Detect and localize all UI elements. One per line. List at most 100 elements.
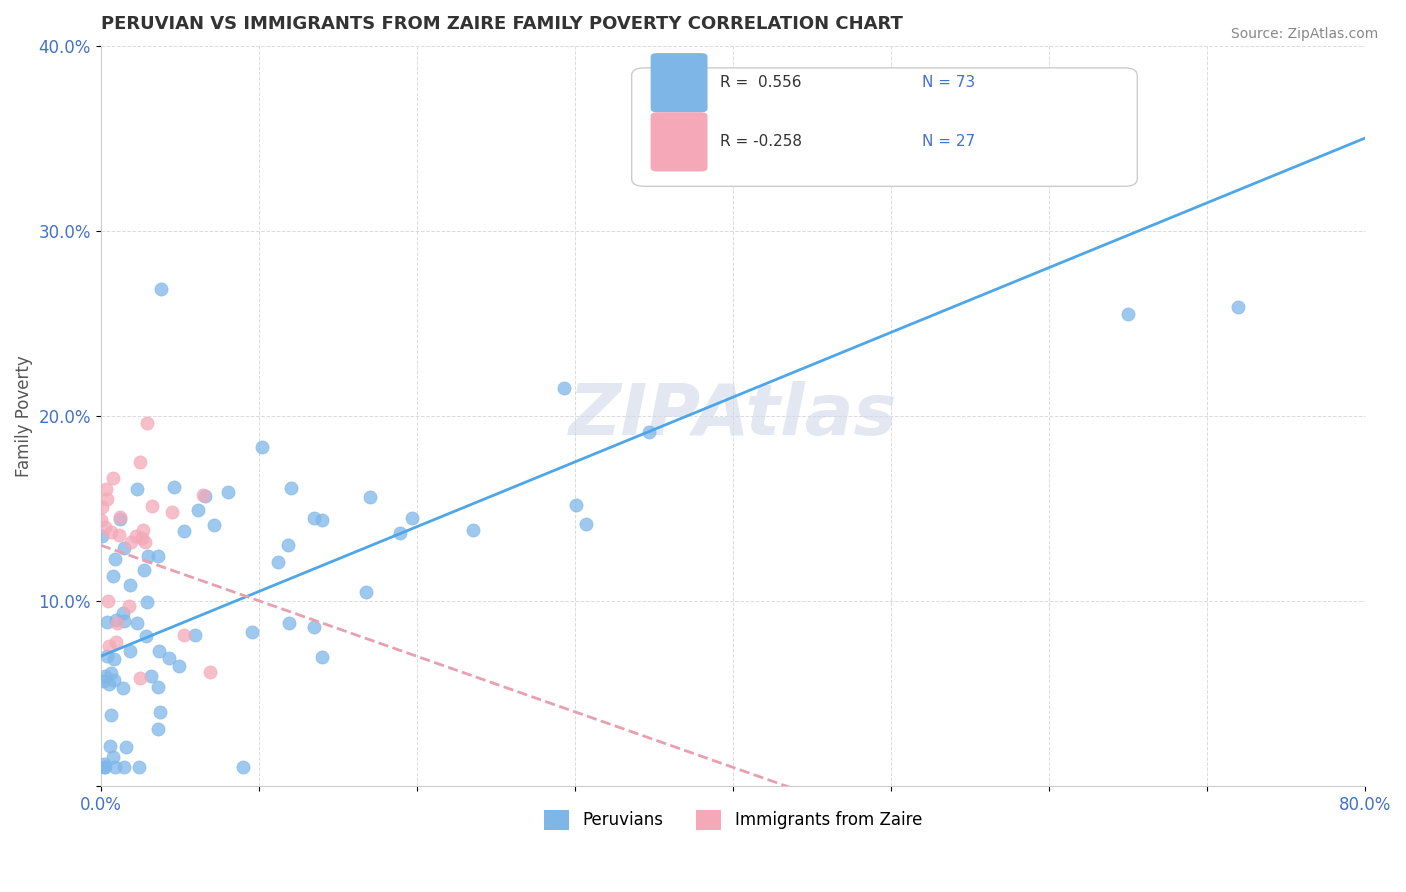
- Point: [100, 708, 122, 723]
- Point: [128, 760, 150, 774]
- Point: [132, 563, 155, 577]
- Point: [103, 749, 125, 764]
- FancyBboxPatch shape: [631, 68, 1137, 186]
- Point: [304, 620, 326, 634]
- Point: [100, 665, 122, 680]
- Point: [146, 681, 169, 695]
- Point: [148, 549, 170, 563]
- Point: [93, 520, 115, 534]
- Point: [111, 606, 134, 620]
- FancyBboxPatch shape: [651, 53, 707, 112]
- Text: R = -0.258: R = -0.258: [720, 135, 803, 149]
- Point: [302, 511, 325, 525]
- Point: [105, 635, 128, 649]
- Point: [129, 671, 152, 685]
- Point: [96, 615, 118, 629]
- Point: [112, 760, 135, 774]
- Point: [94, 669, 117, 683]
- Point: [463, 523, 485, 537]
- Point: [90, 513, 112, 527]
- Point: [114, 740, 136, 755]
- Point: [112, 614, 135, 628]
- Point: [564, 498, 586, 512]
- Point: [637, 425, 659, 440]
- Point: [103, 760, 125, 774]
- Point: [187, 503, 209, 517]
- Point: [388, 526, 411, 541]
- Point: [125, 483, 148, 497]
- Point: [101, 568, 124, 582]
- Point: [134, 535, 156, 549]
- Point: [162, 480, 184, 494]
- Point: [127, 616, 149, 631]
- Point: [136, 595, 159, 609]
- Point: [401, 511, 423, 525]
- Point: [250, 441, 273, 455]
- Point: [232, 760, 254, 774]
- Point: [184, 627, 207, 641]
- Point: [120, 535, 142, 549]
- Text: N = 73: N = 73: [922, 75, 976, 90]
- Point: [108, 512, 131, 526]
- Point: [104, 613, 127, 627]
- Point: [553, 381, 575, 395]
- FancyBboxPatch shape: [651, 112, 707, 171]
- Point: [217, 485, 239, 500]
- Point: [97, 639, 120, 653]
- Point: [135, 629, 157, 643]
- Point: [118, 643, 141, 657]
- Point: [194, 489, 217, 503]
- Point: [202, 518, 225, 533]
- Point: [159, 650, 181, 665]
- Text: PERUVIAN VS IMMIGRANTS FROM ZAIRE FAMILY POVERTY CORRELATION CHART: PERUVIAN VS IMMIGRANTS FROM ZAIRE FAMILY…: [101, 15, 903, 33]
- Point: [118, 599, 141, 613]
- Point: [112, 541, 135, 555]
- Text: N = 27: N = 27: [922, 135, 976, 149]
- Text: Source: ZipAtlas.com: Source: ZipAtlas.com: [1230, 27, 1378, 41]
- Point: [98, 677, 121, 691]
- Point: [139, 669, 162, 683]
- Point: [108, 528, 131, 542]
- Point: [103, 673, 125, 688]
- Point: [103, 651, 125, 665]
- Point: [149, 282, 172, 296]
- Point: [93, 760, 115, 774]
- Point: [131, 531, 153, 545]
- Point: [173, 628, 195, 642]
- Point: [125, 529, 148, 543]
- Point: [108, 510, 131, 524]
- Point: [111, 681, 134, 695]
- Point: [91, 674, 114, 689]
- Point: [136, 549, 159, 563]
- Point: [277, 538, 299, 552]
- Point: [91, 529, 114, 543]
- Point: [91, 500, 114, 515]
- Point: [280, 481, 302, 495]
- Point: [148, 643, 170, 657]
- Point: [148, 722, 170, 736]
- Point: [93, 757, 115, 772]
- Point: [359, 491, 381, 505]
- Point: [198, 665, 221, 679]
- Text: R =  0.556: R = 0.556: [720, 75, 801, 90]
- Point: [173, 524, 195, 538]
- Point: [98, 739, 121, 753]
- Point: [1116, 307, 1139, 321]
- Point: [141, 499, 163, 513]
- Point: [105, 616, 128, 631]
- Y-axis label: Family Poverty: Family Poverty: [15, 355, 32, 476]
- Point: [167, 659, 190, 673]
- Point: [129, 455, 152, 469]
- Point: [96, 648, 118, 663]
- Point: [267, 555, 290, 569]
- Text: ZIPAtlas: ZIPAtlas: [568, 381, 897, 450]
- Point: [311, 513, 333, 527]
- Point: [160, 505, 183, 519]
- Point: [104, 551, 127, 566]
- Point: [101, 471, 124, 485]
- Point: [311, 649, 333, 664]
- Point: [96, 491, 118, 506]
- Legend: Peruvians, Immigrants from Zaire: Peruvians, Immigrants from Zaire: [537, 803, 928, 837]
- Point: [132, 523, 155, 537]
- Point: [97, 594, 120, 608]
